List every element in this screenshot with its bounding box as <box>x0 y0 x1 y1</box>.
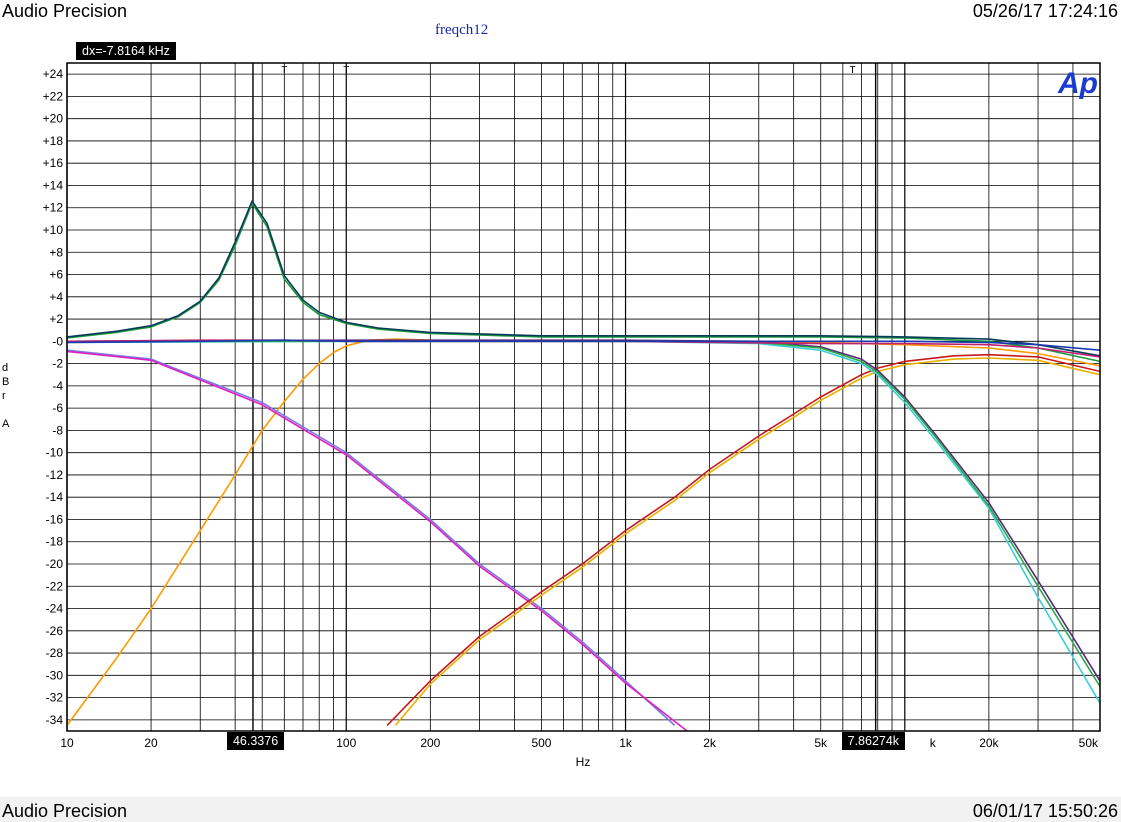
x-tick-label: 1k <box>619 736 633 750</box>
y-tick-label: -20 <box>46 557 64 571</box>
x-tick-label: 2k <box>703 736 717 750</box>
y-tick-label: +14 <box>43 178 64 192</box>
y-axis-label-letter: r <box>2 390 6 402</box>
x-tick-label: 20 <box>144 736 158 750</box>
y-tick-label: -12 <box>46 468 64 482</box>
cursor-marker-label: T <box>849 65 855 76</box>
y-tick-label: -14 <box>46 490 64 504</box>
y-tick-label: -24 <box>46 602 64 616</box>
y-tick-label: +8 <box>49 245 63 259</box>
y-tick-label: +18 <box>43 134 64 148</box>
y-tick-label: -26 <box>46 624 64 638</box>
y-tick-label: -10 <box>46 446 64 460</box>
x-tick-label: 500 <box>531 736 551 750</box>
y-tick-label: +24 <box>43 67 64 81</box>
cursor-left-readout[interactable]: 46.3376 <box>226 732 285 750</box>
y-tick-label: +6 <box>49 268 63 282</box>
plot-area <box>67 63 1100 731</box>
series-line-1 <box>67 202 1100 363</box>
cursor-right-readout[interactable]: 7.86274k <box>841 732 906 750</box>
header-app-title: Audio Precision <box>2 1 128 21</box>
cursor-marker-label: T <box>281 65 287 76</box>
y-tick-label: -34 <box>46 713 64 727</box>
series-line-2 <box>67 200 1100 357</box>
y-tick-label: -2 <box>52 357 63 371</box>
y-tick-label: -28 <box>46 646 64 660</box>
footer-bar <box>0 797 1121 822</box>
x-axis-label: Hz <box>576 755 591 769</box>
x-tick-label: k <box>930 736 937 750</box>
x-tick-label: 20k <box>979 736 999 750</box>
x-tick-label: 50k <box>1079 736 1099 750</box>
y-axis-label-letter: B <box>2 376 10 388</box>
series-line-4 <box>67 349 676 726</box>
y-tick-label: -18 <box>46 535 64 549</box>
ap-logo-text: Ap <box>1057 67 1098 99</box>
y-axis-ticks: +24 +22 +20 +18 +16 +14 +12 +10 +8 +6 +4 +2 -0 -2 -4 -6… <box>43 67 64 727</box>
footer-timestamp: 06/01/17 15:50:26 <box>972 801 1118 821</box>
series-line-7 <box>394 357 1100 726</box>
y-tick-label: -32 <box>46 691 64 705</box>
y-tick-label: +4 <box>49 290 63 304</box>
y-tick-label: -22 <box>46 579 64 593</box>
series-line-12 <box>67 339 1100 351</box>
series-line-9 <box>67 339 1100 682</box>
series-line-5 <box>67 350 689 731</box>
y-tick-label: +16 <box>43 156 64 170</box>
x-tick-label: 5k <box>814 736 828 750</box>
plot-border <box>66 62 1101 732</box>
y-tick-label: +12 <box>43 201 64 215</box>
cursor-delta-readout: dx=-7.8164 kHz <box>76 42 176 60</box>
series-line-6 <box>386 353 1100 726</box>
x-tick-label: 10 <box>60 736 74 750</box>
data-series <box>67 200 1100 731</box>
y-tick-label: +2 <box>49 312 63 326</box>
y-tick-label: +10 <box>43 223 64 237</box>
y-tick-label: -16 <box>46 512 64 526</box>
footer-app-title: Audio Precision <box>2 801 128 821</box>
x-tick-label: 200 <box>420 736 440 750</box>
y-tick-label: +20 <box>43 112 64 126</box>
sweep-name: freqch12 <box>435 22 489 38</box>
y-tick-label: -30 <box>46 668 64 682</box>
y-tick-label: -4 <box>52 379 63 393</box>
cursor-marker-label: T <box>343 65 349 76</box>
x-tick-label: 100 <box>336 736 356 750</box>
y-axis-label-letter: A <box>2 418 10 430</box>
grid-lines <box>66 63 1101 731</box>
ap-logo-icon: Ap <box>1057 67 1098 99</box>
y-tick-label: +22 <box>43 89 64 103</box>
y-tick-label: -8 <box>52 423 63 437</box>
y-axis-label-letter: d <box>2 362 9 374</box>
x-axis-ticks: 10 20 100 200 500 1k 2k 5k k 20k 50k <box>60 736 1099 750</box>
header-timestamp: 05/26/17 17:24:16 <box>972 1 1118 21</box>
y-tick-label: -0 <box>52 334 63 348</box>
y-tick-label: -6 <box>52 401 63 415</box>
